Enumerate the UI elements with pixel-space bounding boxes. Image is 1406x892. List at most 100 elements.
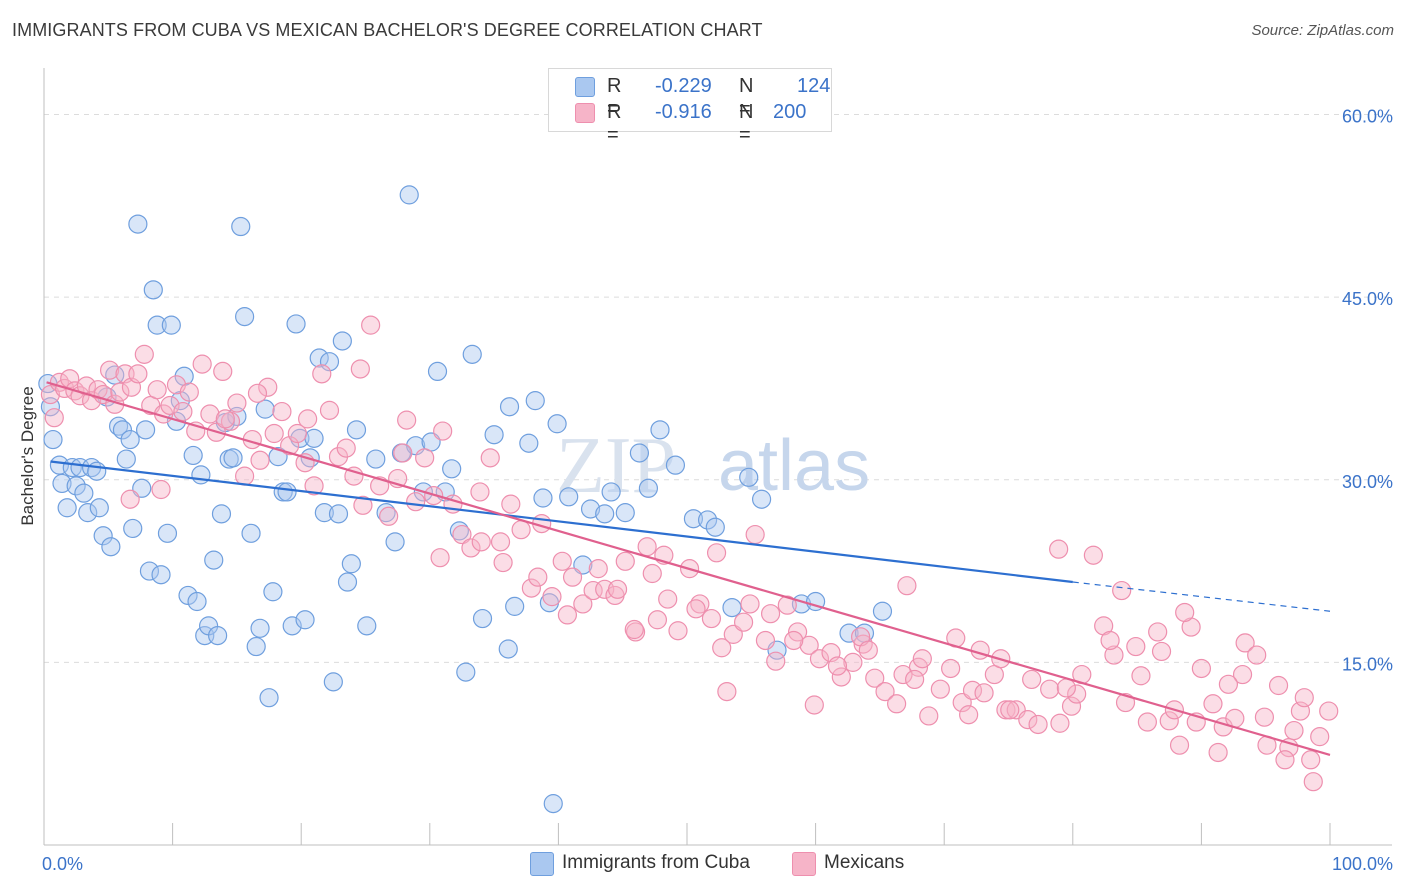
cuba-point — [314, 503, 334, 523]
mexicans-point — [470, 482, 490, 502]
mexicans-point — [642, 563, 662, 584]
mexicans-point — [1175, 602, 1195, 623]
mexicans-point — [962, 680, 983, 700]
trend-lines — [46, 381, 1331, 756]
mexicans-point — [344, 466, 364, 486]
cuba-point — [472, 608, 493, 629]
mexicans-point — [44, 408, 64, 428]
mexicans-point — [1115, 692, 1136, 713]
mexicans-point — [147, 380, 167, 400]
cuba-point — [601, 482, 621, 502]
cuba-point — [295, 610, 315, 630]
mexicans-point — [552, 551, 572, 571]
stats-legend: R = -0.229 N = 124 R = -0.916 N = 200 — [548, 68, 832, 146]
mexicans-point — [60, 369, 80, 389]
series-cuba-points — [38, 185, 893, 814]
mexicans-point — [1208, 742, 1228, 763]
cuba-point — [376, 503, 396, 523]
cuba-point — [650, 420, 670, 440]
mexicans-point — [247, 383, 268, 403]
mexicans-point — [361, 315, 381, 335]
mexicans-point — [562, 567, 583, 587]
mexicans-point — [959, 705, 979, 725]
bottom-legend-label-cuba: Immigrants from Cuba — [562, 852, 750, 873]
mexicans-point — [1028, 714, 1048, 735]
cuba-point — [498, 639, 518, 659]
mexicans-point — [717, 681, 737, 702]
cuba-point — [366, 449, 386, 469]
cuba-point — [120, 429, 140, 450]
cuba-point — [385, 532, 405, 552]
cuba-point — [722, 597, 742, 618]
mexicans-point — [668, 621, 688, 641]
mexicans-point — [1294, 688, 1314, 708]
cuba-point — [705, 517, 725, 537]
mexicans-point — [480, 448, 500, 468]
chart-title: IMMIGRANTS FROM CUBA VS MEXICAN BACHELOR… — [12, 20, 763, 40]
mexicans-point — [865, 668, 885, 688]
cuba-point — [116, 449, 136, 469]
cuba-point — [595, 504, 615, 524]
mexicans-point — [173, 401, 193, 422]
cuba-point — [93, 526, 113, 546]
mexicans-point — [784, 630, 804, 651]
cuba-point — [108, 416, 129, 436]
legend-r-value-mexicans: -0.916 — [655, 101, 712, 123]
mexicans-point — [501, 494, 521, 514]
mexicans-point — [235, 466, 255, 486]
cuba-point — [147, 315, 167, 335]
cuba-point — [357, 616, 377, 636]
cuba-point — [872, 601, 893, 621]
mexicans-point — [647, 610, 668, 630]
mexicans-point — [952, 692, 972, 713]
mexicans-point — [312, 364, 332, 384]
cuba-point — [442, 459, 462, 479]
cuba-point — [739, 467, 759, 487]
cuba-point — [484, 425, 504, 445]
cuba-point — [183, 445, 203, 466]
mexicans-point — [588, 559, 608, 579]
cuba-point — [187, 591, 207, 612]
cuba-point — [235, 307, 255, 327]
mexicans-point — [1137, 712, 1157, 732]
mexicans-point — [471, 532, 491, 552]
mexicans-point — [701, 608, 722, 629]
mexicans-point — [1310, 727, 1330, 747]
mexicans-point — [706, 543, 727, 563]
cuba-point — [52, 473, 72, 494]
mexicans-point — [433, 421, 453, 441]
mexicans-point — [809, 649, 830, 669]
mexicans-point — [280, 436, 300, 456]
cuba-point — [665, 455, 686, 475]
cuba-point — [208, 625, 228, 646]
cuba-point — [580, 499, 601, 519]
legend-n-label: N = — [739, 101, 754, 146]
mexicans-point — [1319, 701, 1339, 721]
cuba-point — [427, 361, 448, 382]
mexicans-point — [220, 411, 241, 431]
mexicans-point — [336, 438, 356, 458]
mexicans-point — [304, 476, 324, 496]
cuba-point — [128, 214, 148, 234]
cuba-point — [505, 596, 525, 616]
mexicans-point — [858, 640, 878, 660]
mexicans-point — [740, 594, 760, 614]
mexicans-point — [1235, 633, 1255, 653]
cuba-point — [346, 420, 367, 440]
mexicans-point — [120, 489, 140, 509]
cuba-point — [101, 537, 121, 557]
mexicans-point — [1301, 750, 1321, 770]
cuba-point — [638, 478, 659, 498]
mexicans-point — [1050, 713, 1070, 733]
cuba-point — [751, 489, 772, 509]
legend-r-value-cuba: -0.229 — [655, 75, 712, 97]
mexicans-point — [970, 640, 990, 660]
mexicans-point — [521, 578, 541, 598]
cuba-point — [151, 565, 171, 585]
cuba-point — [332, 331, 352, 351]
mexicans-point — [804, 695, 824, 715]
x-tick-label-max: 100.0% — [1332, 854, 1393, 874]
mexicans-point — [213, 361, 233, 382]
mexicans-point — [1056, 678, 1076, 698]
legend-n-value-mexicans: 200 — [773, 101, 807, 123]
